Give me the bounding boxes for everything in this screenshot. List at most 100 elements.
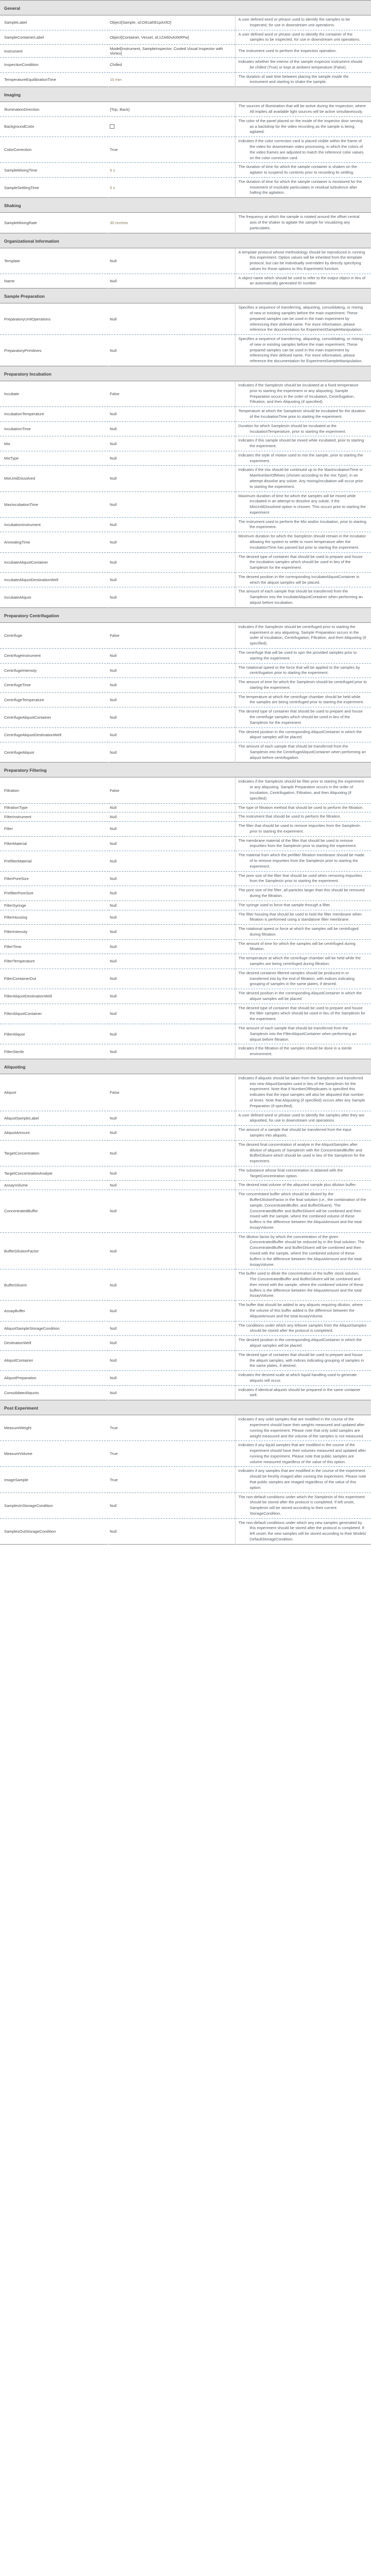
option-value[interactable]: Null [108,727,235,742]
option-value[interactable]: Null [108,273,235,289]
option-name: FilterAliquot [0,1023,109,1044]
option-description-cell: The pore size of the filter; all particl… [234,886,371,901]
option-description-cell: Minimum duration for which the SamplesIn… [234,532,371,553]
option-value[interactable]: Null [108,1044,235,1059]
option-name: SampleMixingTime [0,162,109,178]
option-description-cell: Indicates if any solid samples that are … [234,1415,371,1441]
option-value[interactable]: Null [108,821,235,837]
option-value[interactable]: 5 s [108,177,235,198]
option-value[interactable]: Null [108,1003,235,1024]
option-row: ImageSample True Indicates if any samples … [0,1466,371,1493]
option-value[interactable]: Null [108,886,235,901]
option-name: CentrifugeInstrument [0,648,109,663]
option-description-cell: Temperature at which the SamplesIn shoul… [234,406,371,422]
option-value[interactable]: Null [108,450,235,466]
option-value[interactable]: Null [108,954,235,969]
option-value[interactable]: Null [108,803,235,812]
option-description-cell: The amount of each sample that should be… [234,742,371,762]
option-value[interactable]: True [108,137,235,163]
option-value[interactable]: Null [108,851,235,872]
option-row: IncubationInstrument Null The instrument u… [0,517,371,532]
option-value[interactable]: 10 min [108,72,235,87]
option-value[interactable]: True [108,1466,235,1493]
option-value[interactable]: Null [108,1190,235,1233]
option-value[interactable]: False [110,392,120,397]
option-name: AliquotPreparation [0,1370,109,1386]
option-value[interactable]: Null [108,517,235,532]
option-value[interactable]: Null [108,836,235,851]
option-value[interactable]: Null [108,1370,235,1386]
option-value[interactable]: Null [108,1232,235,1269]
option-name: SampleLabel [4,20,27,25]
option-name: ConsolidateAliquots [0,1385,109,1400]
option-value[interactable]: Null [108,532,235,553]
option-value[interactable]: Null [108,1518,235,1545]
option-value[interactable]: Null [108,334,235,366]
option-value[interactable]: Null [108,1492,235,1519]
option-value[interactable]: Null [108,491,235,518]
option-value[interactable]: Null [108,465,235,492]
option-value[interactable]: Null [108,663,235,678]
option-name: FilterIntensity [0,924,109,940]
option-name: ColorCorrection [0,137,109,163]
option-value[interactable]: Null [108,677,235,693]
option-value[interactable]: Null [108,1140,235,1166]
option-description: Minimum duration for which the SamplesIn… [238,534,366,550]
option-value[interactable]: Null [108,909,235,925]
option-value[interactable]: Null [108,1180,235,1190]
option-value[interactable]: Null [108,572,235,587]
option-value[interactable]: Object[Sample, id:O81aEB1pAXlO] [110,20,172,25]
option-value[interactable]: Null [110,316,117,321]
option-value[interactable]: False [110,1090,120,1095]
section-header-row: General [0,0,371,15]
option-value[interactable]: Null [108,742,235,762]
option-name: Filter [0,821,109,837]
option-value[interactable]: False [110,633,120,638]
option-value[interactable]: True [108,1440,235,1467]
option-description: Indicates if the SamplesIn should be fil… [238,779,364,801]
option-value[interactable]: Null [108,648,235,663]
option-value[interactable]: False [110,788,120,793]
option-value[interactable]: Null [108,1125,235,1141]
option-value[interactable]: 30 rev/min [110,220,128,225]
option-value[interactable]: Null [108,1320,235,1336]
option-value[interactable]: Null [108,968,235,989]
option-value[interactable]: Object[Container, Vessel, id:1ZA60vAXkRP… [108,29,235,45]
option-value[interactable]: Null [108,939,235,954]
option-value[interactable]: Null [108,692,235,707]
option-description-cell: The frequency at which the sample is rot… [234,212,371,233]
option-value[interactable]: Null [108,1165,235,1181]
option-value[interactable]: Null [108,900,235,910]
option-value[interactable]: Null [110,258,117,263]
option-value[interactable]: Null [108,587,235,608]
option-value[interactable]: Null [108,1350,235,1371]
option-value[interactable] [108,116,235,137]
option-description: Indicates if the mix should be continued… [238,467,363,489]
section-title: General [4,6,21,11]
option-value[interactable]: Null [108,1023,235,1044]
option-value[interactable]: Null [108,924,235,940]
option-value[interactable]: 5 s [108,162,235,178]
option-description: The desired type of container that shoul… [238,554,363,570]
option-value[interactable]: Null [108,1300,235,1321]
option-value[interactable]: Null [108,406,235,422]
option-value[interactable]: Null [108,436,235,451]
option-value[interactable]: {Top, Back} [110,107,130,112]
option-value[interactable]: Null [108,552,235,573]
option-value[interactable]: Model[Instrument, SampleInspector, Coole… [108,44,235,58]
option-value[interactable]: Null [108,707,235,728]
option-value[interactable]: True [110,1426,118,1431]
option-value[interactable]: Null [108,1385,235,1400]
option-value[interactable]: Null [108,871,235,886]
option-row: Instrument Model[Instrument, SampleInspec… [0,44,371,58]
option-row: FilterHousing Null The filter housing that… [0,909,371,925]
option-value[interactable]: Null [108,1110,235,1126]
option-value[interactable]: Null [108,1269,235,1301]
option-name: IncubateAliquot [0,587,109,608]
option-description-cell: Indicates if the SamplesIn should be fil… [234,777,371,804]
option-value[interactable]: Chilled [108,57,235,73]
option-value[interactable]: Null [108,989,235,1004]
option-value[interactable]: Null [108,421,235,436]
option-value[interactable]: Null [108,1335,235,1351]
option-value[interactable]: Null [108,812,235,822]
